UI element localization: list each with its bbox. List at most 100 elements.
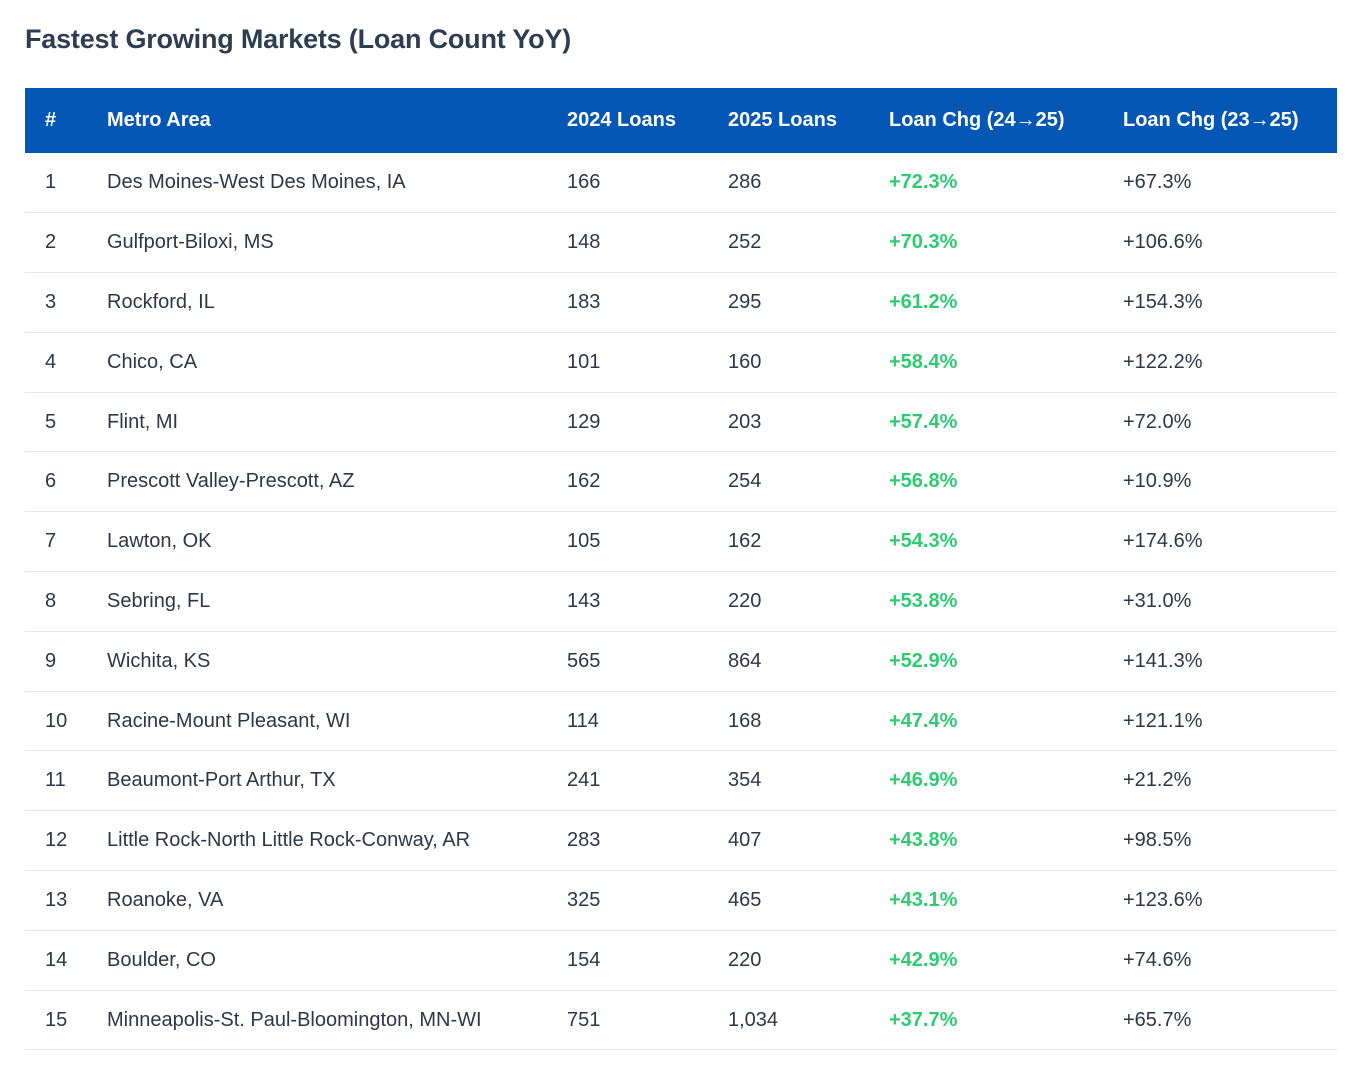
table-row: 11 Beaumont-Port Arthur, TX 241 354 +46.9% +2… [25,751,1337,811]
table-row: 10 Racine-Mount Pleasant, WI 114 168 +47.4% +… [25,691,1337,751]
cell-loan-chg-24-25: +56.8% [889,470,958,493]
cell-2024-loans: 166 [567,171,601,194]
cell-loan-chg-23-25: +74.6% [1123,948,1192,971]
cell-2024-loans: 183 [567,290,601,313]
cell-2025-loans: 220 [728,948,762,971]
cell-2024-loans: 148 [567,231,601,254]
table-row: 2 Gulfport-Biloxi, MS 148 252 +70.3% +106.6% [25,213,1337,273]
cell-rank: 9 [45,649,57,672]
cell-metro-area: Racine-Mount Pleasant, WI [107,709,351,732]
cell-rank: 3 [45,290,57,313]
cell-loan-chg-24-25: +42.9% [889,948,958,971]
table-row: 14 Boulder, CO 154 220 +42.9% +74.6% [25,930,1337,991]
cell-2024-loans: 143 [567,589,601,612]
table-row: 1 Des Moines-West Des Moines, IA 166 286 +72… [25,153,1337,213]
cell-loan-chg-23-25: +98.5% [1123,829,1192,852]
cell-metro-area: Boulder, CO [107,948,216,971]
cell-loan-chg-23-25: +106.6% [1123,231,1203,254]
cell-metro-area: Des Moines-West Des Moines, IA [107,171,406,194]
cell-2024-loans: 101 [567,350,601,373]
table-row: 13 Roanoke, VA 325 465 +43.1% +123.6% [25,871,1337,931]
cell-loan-chg-23-25: +122.2% [1123,350,1203,373]
cell-2025-loans: 220 [728,589,762,612]
cell-2025-loans: 1,034 [728,1008,779,1031]
cell-loan-chg-24-25: +58.4% [889,350,958,373]
table-row: 15 Minneapolis-St. Paul-Bloomington, MN-W… [25,990,1337,1050]
cell-2025-loans: 254 [728,470,762,493]
table-row: 7 Lawton, OK 105 162 +54.3% +174.6% [25,512,1337,572]
cell-loan-chg-23-25: +123.6% [1123,888,1203,911]
cell-loan-chg-24-25: +54.3% [889,530,958,553]
cell-2024-loans: 241 [567,769,601,792]
table-row: 6 Prescott Valley-Prescott, AZ 162 254 +56.8… [25,452,1337,512]
table-header-row: # Metro Area 2024 Loans 2025 Loans Loan … [25,88,1337,153]
cell-metro-area: Gulfport-Biloxi, MS [107,231,274,254]
cell-metro-area: Beaumont-Port Arthur, TX [107,769,336,792]
cell-2025-loans: 295 [728,290,762,313]
cell-metro-area: Prescott Valley-Prescott, AZ [107,470,355,493]
table-row: 9 Wichita, KS 565 864 +52.9% +141.3% [25,631,1337,692]
cell-rank: 14 [45,948,68,971]
cell-loan-chg-24-25: +43.1% [889,888,958,911]
cell-rank: 1 [45,171,57,194]
cell-loan-chg-24-25: +43.8% [889,829,958,852]
cell-rank: 15 [45,1008,68,1031]
cell-rank: 13 [45,888,68,911]
table-row: 12 Little Rock-North Little Rock-Conway, … [25,811,1337,871]
cell-rank: 8 [45,589,57,612]
cell-loan-chg-23-25: +174.6% [1123,530,1203,553]
cell-2024-loans: 114 [567,709,599,732]
cell-2025-loans: 162 [728,530,762,553]
cell-rank: 4 [45,350,57,373]
cell-metro-area: Chico, CA [107,350,198,373]
cell-2025-loans: 252 [728,231,762,254]
table-row: 4 Chico, CA 101 160 +58.4% +122.2% [25,332,1337,393]
cell-2024-loans: 325 [567,888,601,911]
cell-loan-chg-23-25: +31.0% [1123,589,1192,612]
cell-2024-loans: 162 [567,470,601,493]
cell-loan-chg-24-25: +57.4% [889,410,958,433]
cell-loan-chg-23-25: +154.3% [1123,290,1203,313]
cell-2025-loans: 168 [728,709,762,732]
cell-loan-chg-23-25: +141.3% [1123,649,1203,672]
cell-2025-loans: 203 [728,410,762,433]
cell-rank: 11 [45,769,66,792]
header-rank: # [45,109,57,131]
cell-loan-chg-23-25: +67.3% [1123,171,1192,194]
cell-metro-area: Lawton, OK [107,530,212,553]
cell-rank: 6 [45,470,57,493]
header-2025-loans: 2025 Loans [728,109,837,131]
cell-metro-area: Roanoke, VA [107,888,224,911]
cell-rank: 2 [45,231,57,254]
cell-2025-loans: 286 [728,171,762,194]
cell-loan-chg-24-25: +46.9% [889,769,958,792]
cell-metro-area: Sebring, FL [107,589,211,612]
table-row: 3 Rockford, IL 183 295 +61.2% +154.3% [25,273,1337,333]
cell-2025-loans: 407 [728,829,762,852]
header-metro-area: Metro Area [107,109,211,131]
cell-metro-area: Minneapolis-St. Paul-Bloomington, MN-WI [107,1008,482,1031]
cell-loan-chg-23-25: +65.7% [1123,1008,1192,1031]
cell-loan-chg-23-25: +72.0% [1123,410,1192,433]
header-loan-chg-24-25: Loan Chg (24→25) [889,109,1065,131]
cell-2024-loans: 283 [567,829,601,852]
cell-metro-area: Wichita, KS [107,649,211,672]
cell-2025-loans: 864 [728,649,762,672]
cell-loan-chg-24-25: +37.7% [889,1008,958,1031]
cell-2024-loans: 105 [567,530,601,553]
cell-2025-loans: 465 [728,888,762,911]
cell-2024-loans: 565 [567,649,601,672]
cell-rank: 7 [45,530,57,553]
cell-loan-chg-24-25: +47.4% [889,709,958,732]
table-body: 1 Des Moines-West Des Moines, IA 166 286 +72… [25,153,1337,1050]
cell-metro-area: Flint, MI [107,410,179,433]
cell-rank: 10 [45,709,68,732]
cell-loan-chg-24-25: +53.8% [889,589,958,612]
cell-loan-chg-24-25: +70.3% [889,231,958,254]
cell-2024-loans: 154 [567,948,601,971]
table-row: 5 Flint, MI 129 203 +57.4% +72.0% [25,392,1337,452]
cell-2024-loans: 129 [567,410,601,433]
cell-metro-area: Little Rock-North Little Rock-Conway, AR [107,829,471,852]
cell-loan-chg-24-25: +52.9% [889,649,958,672]
cell-loan-chg-23-25: +121.1% [1123,709,1203,732]
